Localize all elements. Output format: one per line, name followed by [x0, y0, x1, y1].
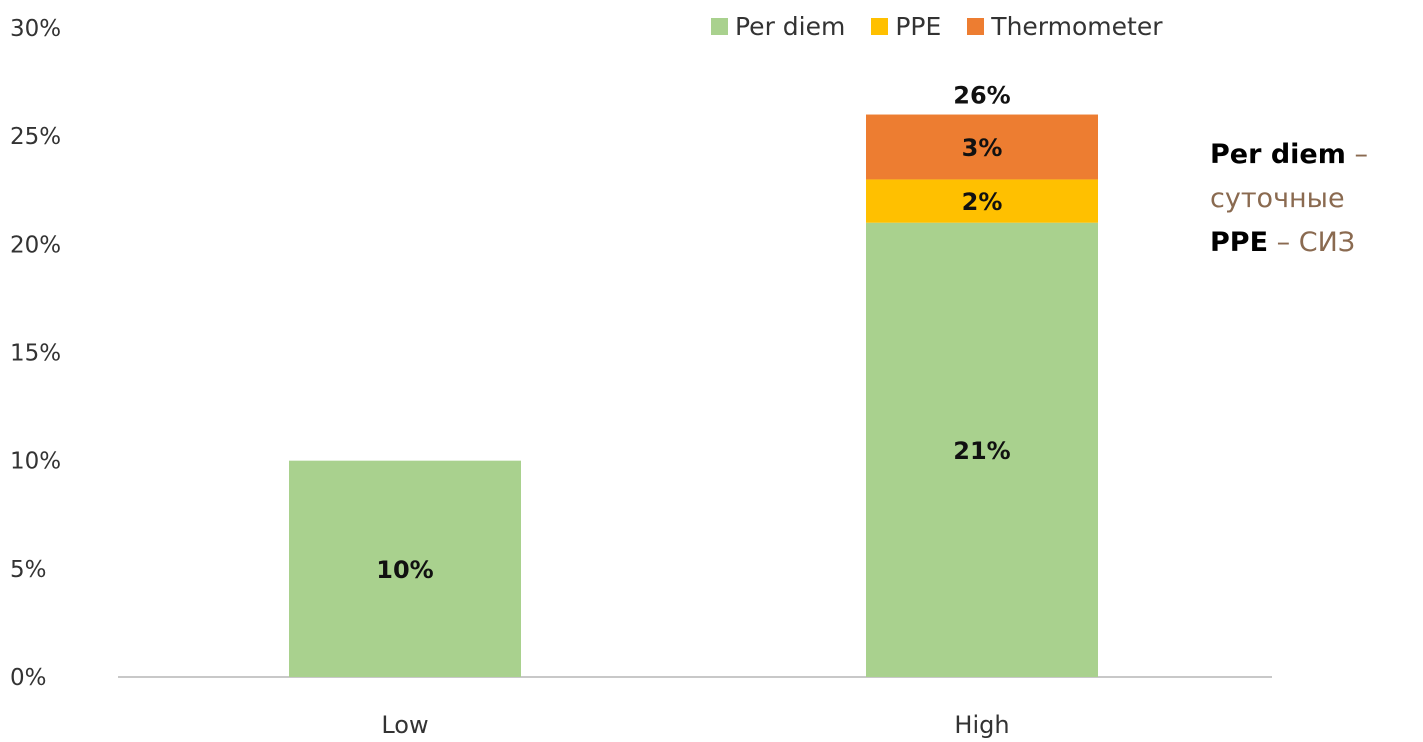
legend-swatch-per-diem [711, 18, 728, 35]
y-tick-label: 30% [10, 16, 61, 42]
x-category-label-low: Low [381, 711, 428, 739]
y-tick-label: 20% [10, 232, 61, 258]
legend-label-ppe: PPE [895, 12, 942, 41]
y-tick-label: 0% [10, 665, 47, 691]
data-label-ppe-high: 2% [962, 188, 1003, 216]
glossary-translation-ppe: СИЗ [1298, 227, 1356, 258]
legend-label-per-diem: Per diem [735, 12, 846, 41]
glossary-term-ppe: PPE [1210, 227, 1269, 258]
data-label-thermometer-high: 3% [962, 134, 1003, 162]
legend-swatch-thermometer [967, 18, 985, 35]
data-label-per-diem-high: 21% [953, 437, 1010, 465]
glossary-line-1: Per diem – [1210, 133, 1368, 177]
y-axis: 0% 5% 10% 15% 20% 25% 30% [10, 16, 61, 691]
glossary-line-3: PPE – СИЗ [1210, 221, 1368, 265]
x-category-label-high: High [954, 711, 1009, 739]
legend-swatch-ppe [871, 18, 889, 35]
glossary-translation-per-diem: суточные [1210, 183, 1345, 214]
y-tick-label: 25% [10, 124, 61, 150]
bars: 10% 21% 2% 3% 26% [289, 82, 1098, 677]
x-axis: Low High [381, 711, 1009, 739]
data-label-per-diem-low: 10% [376, 556, 433, 584]
bar-per-diem-low [289, 460, 521, 677]
legend-item-ppe: PPE [871, 12, 941, 41]
glossary-term-per-diem: Per diem [1210, 139, 1346, 170]
glossary-dash: – [1354, 139, 1368, 170]
bar-ppe-high [866, 179, 1098, 223]
glossary-line-2: суточные [1210, 177, 1368, 221]
legend-label-thermometer: Thermometer [991, 12, 1163, 41]
y-tick-label: 15% [10, 341, 61, 367]
y-tick-label: 10% [10, 449, 61, 475]
legend: Per diem PPE Thermometer [711, 12, 1162, 41]
legend-item-per-diem: Per diem [711, 12, 845, 41]
bar-thermometer-high [866, 114, 1098, 180]
legend-item-thermometer: Thermometer [967, 12, 1162, 41]
bar-per-diem-high [866, 222, 1098, 677]
glossary-dash: – [1276, 227, 1291, 258]
total-label-high: 26% [953, 82, 1010, 110]
y-tick-label: 5% [10, 557, 47, 583]
glossary-note: Per diem – суточные PPE – СИЗ [1210, 133, 1368, 265]
